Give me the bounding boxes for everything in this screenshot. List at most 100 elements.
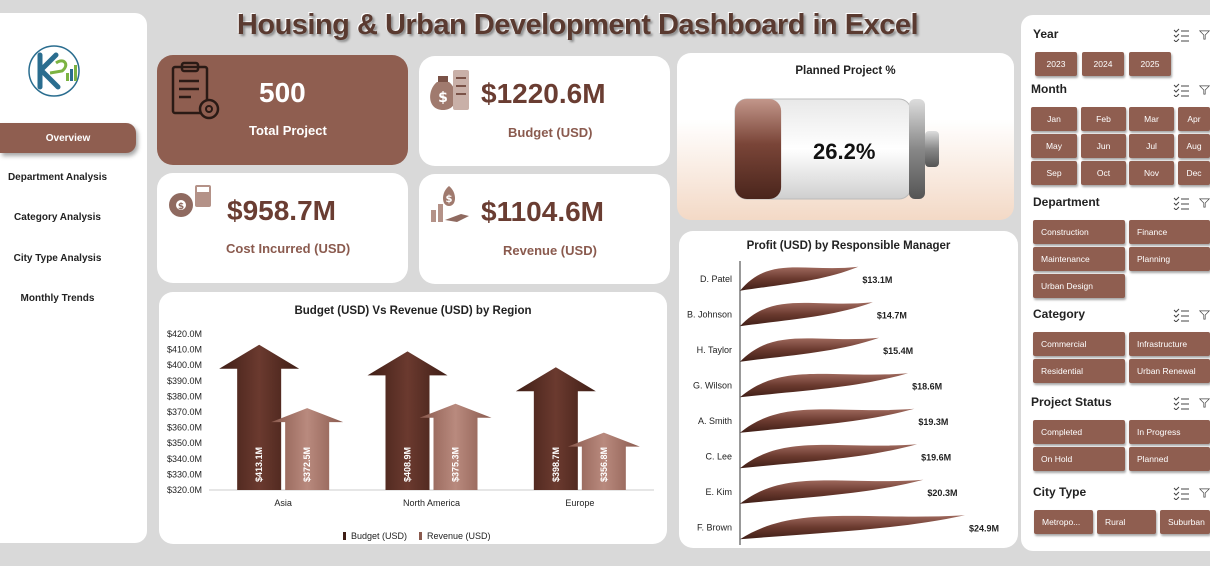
filter-option-year[interactable]: 2025 — [1129, 52, 1171, 76]
y-tick-label: $370.0M — [167, 407, 202, 417]
filter-option-month[interactable]: Feb — [1081, 107, 1126, 131]
dashboard-title: Housing & Urban Development Dashboard in… — [236, 9, 919, 41]
manager-label: H. Taylor — [697, 345, 732, 355]
revenue-data-label: $372.5M — [302, 447, 312, 482]
clear-filter-icon[interactable] — [1199, 486, 1210, 500]
filter-option-category[interactable]: Infrastructure — [1129, 332, 1210, 356]
multi-select-icon[interactable] — [1173, 308, 1189, 322]
profit-data-label: $14.7M — [877, 310, 907, 320]
filter-option-month[interactable]: Aug — [1178, 134, 1210, 158]
clear-filter-icon[interactable] — [1199, 308, 1210, 322]
y-tick-label: $410.0M — [167, 345, 202, 355]
manager-label: A. Smith — [698, 416, 732, 426]
clipboard-gear-icon — [171, 61, 220, 120]
filter-option-city-type[interactable]: Rural — [1097, 510, 1156, 534]
legend-label-revenue: Revenue (USD) — [427, 531, 491, 541]
budget-data-label: $398.7M — [551, 447, 561, 482]
clear-filter-icon[interactable] — [1199, 396, 1210, 410]
x-category-label: Asia — [274, 498, 292, 508]
filter-heading-department: Department — [1033, 195, 1100, 209]
budget-data-label: $413.1M — [254, 447, 264, 482]
profit-bar — [740, 408, 915, 433]
filter-option-month[interactable]: Sep — [1031, 161, 1077, 185]
multi-select-icon[interactable] — [1173, 396, 1189, 410]
filter-option-project-status[interactable]: On Hold — [1033, 447, 1125, 471]
sidebar-nav: Overview Department Analysis Category An… — [0, 13, 147, 543]
filter-option-month[interactable]: Jun — [1081, 134, 1126, 158]
profit-data-label: $13.1M — [862, 275, 892, 285]
revenue-data-label: $356.8M — [599, 447, 609, 482]
filter-option-month[interactable]: Jan — [1031, 107, 1077, 131]
filter-option-month[interactable]: Mar — [1129, 107, 1174, 131]
clear-filter-icon[interactable] — [1199, 28, 1210, 42]
revenue-bar — [271, 408, 344, 490]
clear-filter-icon[interactable] — [1199, 83, 1210, 97]
filter-option-department[interactable]: Urban Design — [1033, 274, 1125, 298]
manager-chart-title: Profit (USD) by Responsible Manager — [746, 240, 951, 252]
filter-panel: Year 2023 2024 2025 Month Jan Feb Mar Apr May Jun J… — [1021, 15, 1210, 551]
y-tick-label: $400.0M — [167, 360, 202, 370]
nav-city-type-analysis[interactable]: City Type Analysis — [13, 252, 102, 264]
filter-option-department[interactable]: Maintenance — [1033, 247, 1125, 271]
filter-option-department[interactable]: Construction — [1033, 220, 1125, 244]
profit-data-label: $19.6M — [921, 452, 951, 462]
svg-text:$: $ — [438, 90, 448, 106]
multi-select-icon[interactable] — [1173, 28, 1189, 42]
nav-category-analysis[interactable]: Category Analysis — [14, 211, 101, 223]
clear-filter-icon[interactable] — [1199, 196, 1210, 210]
multi-select-icon[interactable] — [1173, 196, 1189, 210]
filter-option-month[interactable]: Nov — [1129, 161, 1174, 185]
kpi-total-project: 500 Total Project — [157, 55, 408, 165]
nav-monthly-trends[interactable]: Monthly Trends — [20, 292, 95, 304]
filter-option-project-status[interactable]: Completed — [1033, 420, 1125, 444]
filter-option-year[interactable]: 2024 — [1082, 52, 1124, 76]
filter-heading-city-type: City Type — [1033, 485, 1087, 499]
profit-data-label: $24.9M — [969, 523, 999, 533]
planned-project-value: 26.2% — [813, 139, 876, 164]
filter-option-month[interactable]: Oct — [1081, 161, 1126, 185]
filter-option-city-type[interactable]: Metropo... — [1034, 510, 1093, 534]
profit-data-label: $20.3M — [927, 488, 957, 498]
profit-bar — [740, 266, 859, 291]
filter-option-city-type[interactable]: Suburban — [1160, 510, 1210, 534]
manager-label: B. Johnson — [687, 309, 732, 319]
legend-swatch-budget — [343, 532, 346, 540]
y-tick-label: $380.0M — [167, 391, 202, 401]
kpi-revenue-label: Revenue (USD) — [503, 243, 597, 258]
filter-option-project-status[interactable]: Planned — [1129, 447, 1210, 471]
profit-bar — [740, 302, 873, 327]
multi-select-icon[interactable] — [1173, 486, 1189, 500]
multi-select-icon[interactable] — [1173, 83, 1189, 97]
kpi-budget: $ $1220.6M Budget (USD) — [419, 56, 670, 166]
profit-bar — [740, 479, 924, 504]
filter-heading-project-status: Project Status — [1031, 395, 1112, 409]
filter-option-year[interactable]: 2023 — [1035, 52, 1077, 76]
filter-option-month[interactable]: May — [1031, 134, 1077, 158]
money-bag-icon: $ — [430, 70, 469, 110]
x-category-label: Europe — [565, 498, 594, 508]
kpi-revenue: $ $1104.6M Revenue (USD) — [419, 174, 670, 284]
filter-option-month[interactable]: Apr — [1178, 107, 1210, 131]
revenue-bar — [567, 432, 640, 490]
filter-option-category[interactable]: Residential — [1033, 359, 1125, 383]
profit-manager-chart-card: Profit (USD) by Responsible Manager D. P… — [679, 231, 1018, 548]
nav-overview[interactable]: Overview — [0, 123, 136, 153]
filter-option-month[interactable]: Dec — [1178, 161, 1210, 185]
filter-option-project-status[interactable]: In Progress — [1129, 420, 1210, 444]
filter-option-month[interactable]: Jul — [1129, 134, 1174, 158]
kpi-budget-label: Budget (USD) — [508, 125, 593, 140]
legend-label-budget: Budget (USD) — [351, 531, 407, 541]
filter-option-category[interactable]: Commercial — [1033, 332, 1125, 356]
gear-calculator-icon: $ — [169, 185, 211, 217]
x-category-label: North America — [403, 498, 460, 508]
filter-option-category[interactable]: Urban Renewal — [1129, 359, 1210, 383]
y-tick-label: $340.0M — [167, 454, 202, 464]
filter-option-department[interactable]: Finance — [1129, 220, 1210, 244]
battery-gauge — [734, 98, 939, 200]
filter-option-department[interactable]: Planning — [1129, 247, 1210, 271]
nav-department-analysis[interactable]: Department Analysis — [7, 171, 108, 183]
kpi-cost-incurred: $ $958.7M Cost Incurred (USD) — [157, 173, 408, 283]
region-chart: $420.0M $410.0M $400.0M $390.0M $380.0M $370.… — [167, 329, 654, 541]
profit-bar — [740, 444, 918, 469]
filter-heading-year: Year — [1033, 27, 1059, 41]
